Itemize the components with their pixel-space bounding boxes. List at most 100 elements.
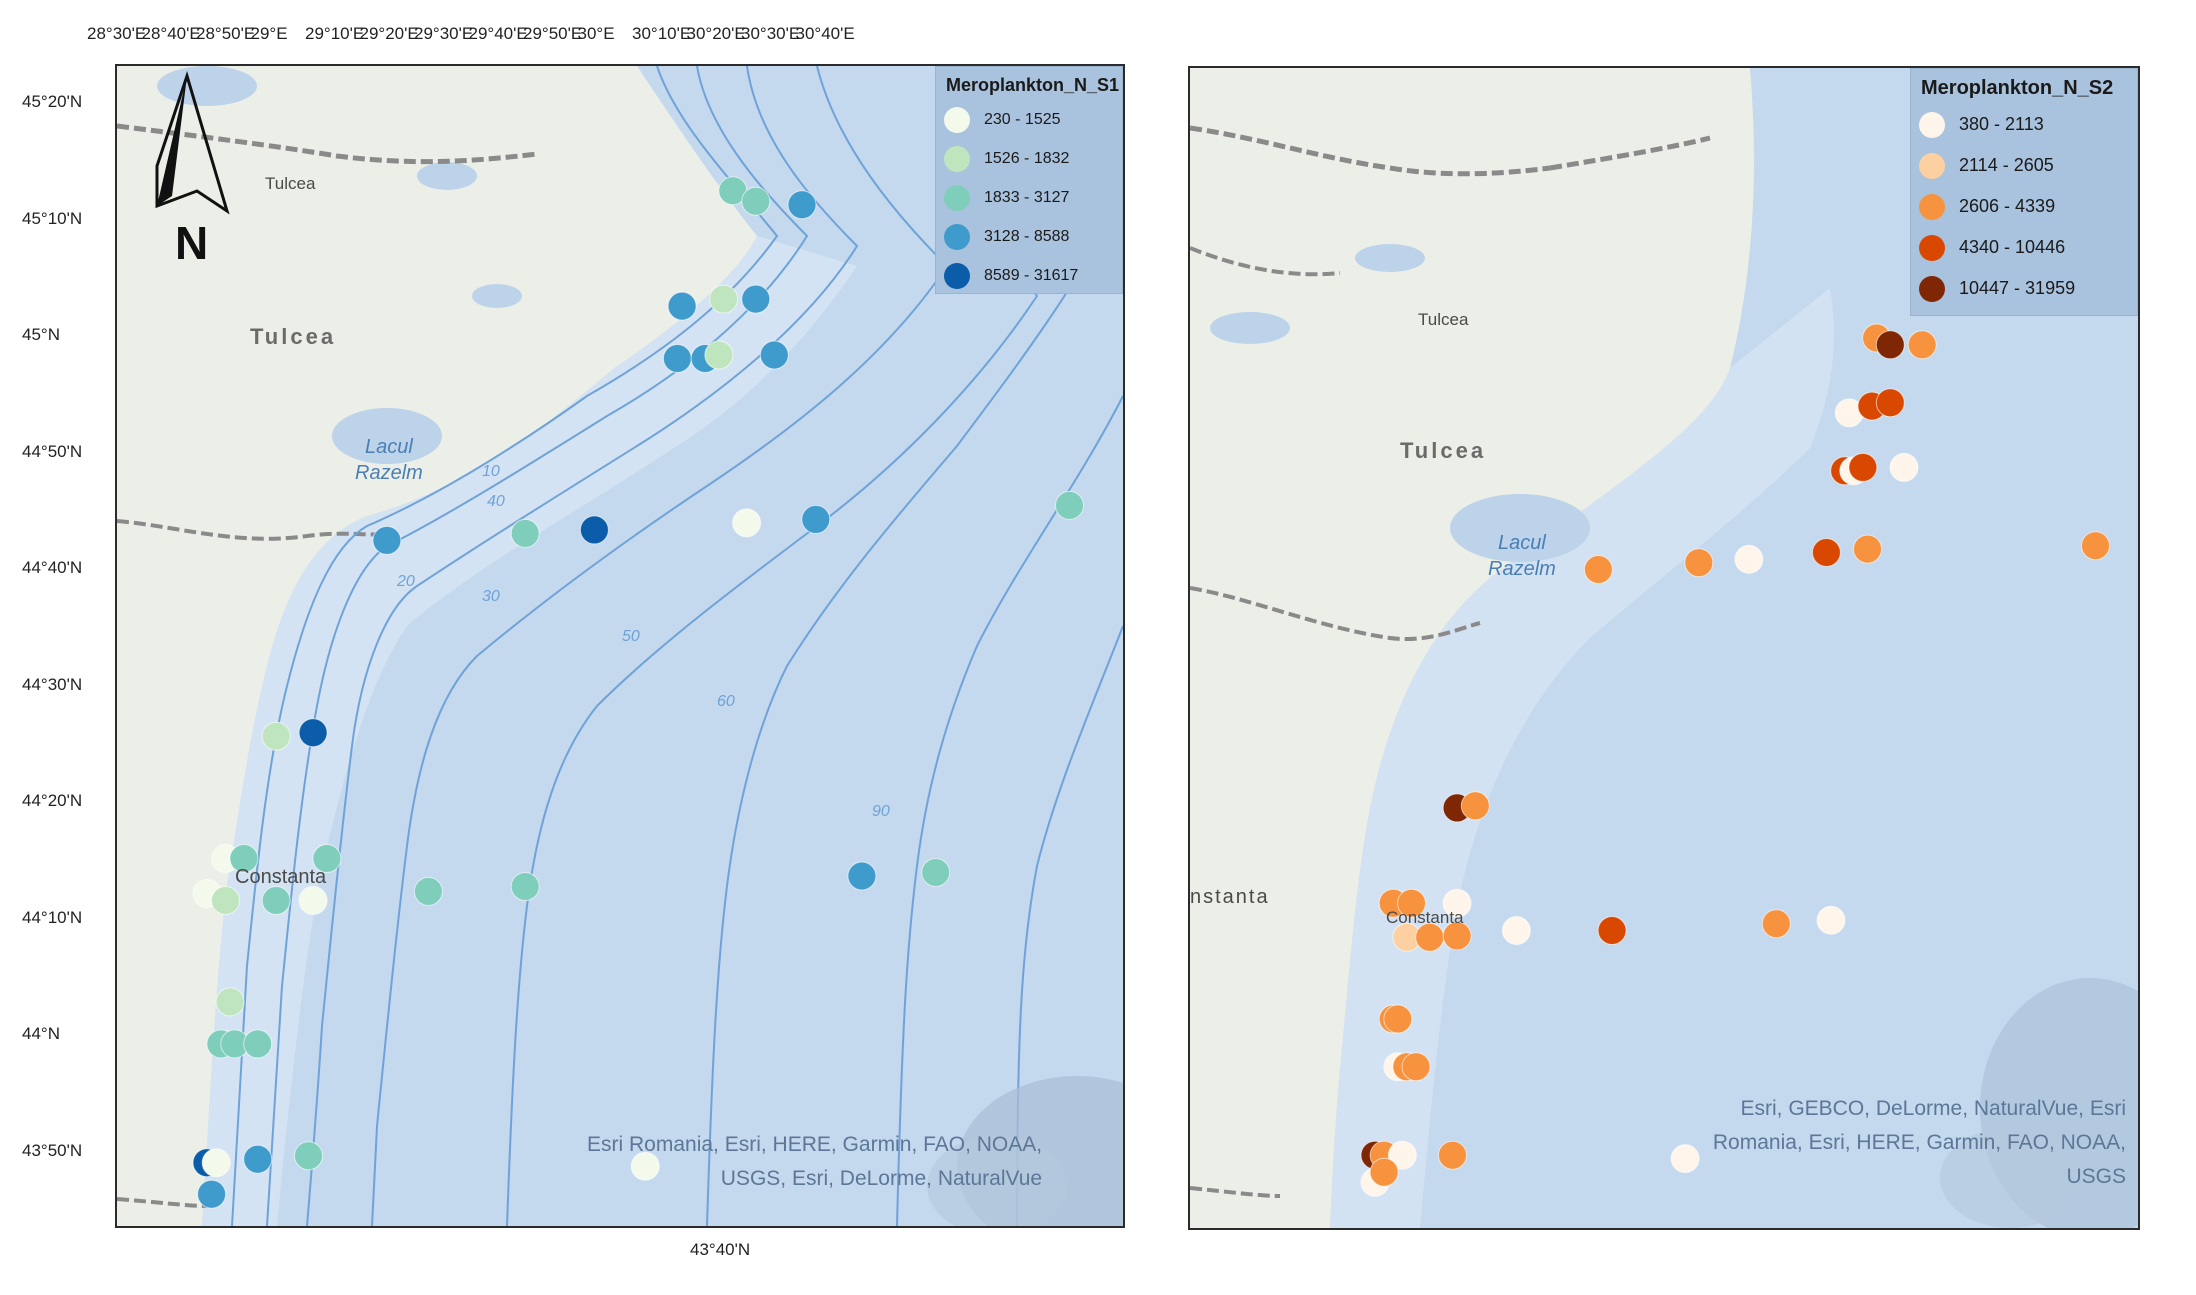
legend-title: Meroplankton_N_S2 xyxy=(1921,77,2114,99)
station-marker[interactable] xyxy=(1442,921,1472,951)
station-marker[interactable] xyxy=(243,1144,273,1174)
station-marker[interactable] xyxy=(787,190,817,220)
lake-line-2: Razelm xyxy=(355,462,423,484)
top-axis-label: 30°40'E xyxy=(795,24,855,43)
station-marker[interactable] xyxy=(1401,1052,1431,1082)
station-marker[interactable] xyxy=(1460,791,1490,821)
station-marker[interactable] xyxy=(1397,888,1426,918)
legend-swatch xyxy=(1919,111,1945,138)
station-marker[interactable] xyxy=(759,340,789,370)
station-marker[interactable] xyxy=(662,344,692,373)
station-marker[interactable] xyxy=(1369,1157,1399,1187)
top-axis-label: 30°E xyxy=(577,24,615,43)
top-axis-label: 30°10'E xyxy=(632,24,692,43)
station-marker[interactable] xyxy=(732,508,762,538)
legend-item: 2114 - 2605 xyxy=(1911,145,2137,186)
station-marker[interactable] xyxy=(741,186,771,216)
station-marker[interactable] xyxy=(2081,531,2110,561)
left-axis-label: 43°50'N xyxy=(22,1140,83,1160)
legend-swatch xyxy=(944,106,970,133)
station-marker[interactable] xyxy=(1907,330,1937,360)
place-lacul-razelm-right: Lacul Razelm xyxy=(1488,530,1556,582)
station-marker[interactable] xyxy=(1501,916,1531,945)
station-marker[interactable] xyxy=(215,987,245,1017)
station-marker[interactable] xyxy=(510,872,540,901)
left-axis-label: 44°50'N xyxy=(22,441,83,461)
station-marker[interactable] xyxy=(1734,544,1764,574)
legend-label: 2114 - 2605 xyxy=(1959,155,2054,175)
station-marker[interactable] xyxy=(294,1141,323,1171)
attribution-line-1: Esri, GEBCO, DeLorme, NaturalVue, Esri xyxy=(1740,1097,2126,1120)
map-panel-s1[interactable]: 10 40 20 30 50 60 90 N Tulcea Tulcea Lac… xyxy=(115,64,1125,1228)
station-marker[interactable] xyxy=(1442,888,1472,918)
station-marker[interactable] xyxy=(1853,534,1882,564)
legend-item: 1833 - 3127 xyxy=(936,178,1122,217)
station-marker[interactable] xyxy=(1761,909,1791,939)
station-marker[interactable] xyxy=(197,1179,227,1209)
station-marker[interactable] xyxy=(847,861,877,891)
station-marker[interactable] xyxy=(1889,452,1919,482)
station-marker[interactable] xyxy=(201,1148,231,1178)
left-axis-label: 44°N xyxy=(22,1024,60,1043)
contour-label-10: 10 xyxy=(482,463,500,480)
place-tulcea-region: Tulcea xyxy=(250,324,337,349)
station-marker[interactable] xyxy=(1055,490,1084,520)
place-tulcea-region-right: Tulcea xyxy=(1400,438,1487,463)
station-marker[interactable] xyxy=(229,844,259,873)
station-marker[interactable] xyxy=(298,886,328,915)
station-markers-s1 xyxy=(192,176,1084,1209)
station-marker[interactable] xyxy=(1670,1144,1700,1174)
place-constanta-partial: nstanta xyxy=(1190,886,1270,908)
station-marker[interactable] xyxy=(1684,548,1714,578)
station-marker[interactable] xyxy=(667,291,697,321)
legend-s2: Meroplankton_N_S2 380 - 2113 2114 - 2605 2… xyxy=(1910,68,2138,316)
top-axis-label: 29°20'E xyxy=(359,24,419,43)
station-marker[interactable] xyxy=(1387,1140,1417,1170)
station-marker[interactable] xyxy=(741,284,771,314)
place-lacul-razelm: Lacul Razelm xyxy=(355,434,423,486)
station-marker[interactable] xyxy=(372,525,402,555)
station-marker[interactable] xyxy=(1583,555,1613,584)
legend-item: 380 - 2113 xyxy=(1911,104,2137,145)
station-marker[interactable] xyxy=(1875,330,1905,360)
station-marker[interactable] xyxy=(243,1029,273,1059)
place-tulcea-town: Tulcea xyxy=(265,174,316,193)
station-marker[interactable] xyxy=(630,1151,660,1181)
station-marker[interactable] xyxy=(413,876,443,906)
station-marker[interactable] xyxy=(704,340,734,370)
left-axis-label: 45°N xyxy=(22,325,60,344)
station-marker[interactable] xyxy=(211,886,240,915)
top-axis-label: 30°20'E xyxy=(686,24,746,43)
station-marker[interactable] xyxy=(801,504,831,534)
attribution-line-2: Romania, Esri, HERE, Garmin, FAO, NOAA, xyxy=(1712,1131,2126,1154)
station-marker[interactable] xyxy=(1438,1140,1467,1170)
station-marker[interactable] xyxy=(1811,538,1841,567)
bottom-latitude-label: 43°40'N xyxy=(690,1240,751,1259)
station-marker[interactable] xyxy=(1597,916,1627,945)
north-arrow xyxy=(155,71,230,215)
station-marker[interactable] xyxy=(1848,452,1878,482)
legend-item: 3128 - 8588 xyxy=(936,217,1122,256)
contour-label-20: 20 xyxy=(396,573,415,590)
station-marker[interactable] xyxy=(1875,388,1905,418)
station-marker[interactable] xyxy=(261,721,291,751)
station-marker[interactable] xyxy=(312,844,342,873)
place-constanta: Constanta xyxy=(235,866,327,888)
station-marker[interactable] xyxy=(261,886,291,915)
station-marker[interactable] xyxy=(579,515,609,545)
station-marker[interactable] xyxy=(510,518,540,548)
station-marker[interactable] xyxy=(298,718,328,748)
station-marker[interactable] xyxy=(921,858,951,887)
station-marker[interactable] xyxy=(709,284,739,314)
top-axis-label: 29°30'E xyxy=(414,24,474,43)
legend-label: 1526 - 1832 xyxy=(984,149,1070,167)
map-attribution-right: Esri, GEBCO, DeLorme, NaturalVue, Esri R… xyxy=(1713,1092,2126,1194)
legend-label: 230 - 1525 xyxy=(984,110,1061,128)
attribution-line-3: USGS xyxy=(2066,1165,2126,1188)
station-marker[interactable] xyxy=(1816,905,1846,935)
legend-item: 1526 - 1832 xyxy=(936,139,1122,178)
left-axis-label: 44°20'N xyxy=(22,791,83,810)
legend-label: 380 - 2113 xyxy=(1959,114,2044,134)
station-marker[interactable] xyxy=(1383,1004,1413,1034)
map-panel-s2[interactable]: Tulcea Tulcea Lacul Razelm nstanta Const… xyxy=(1188,66,2140,1230)
